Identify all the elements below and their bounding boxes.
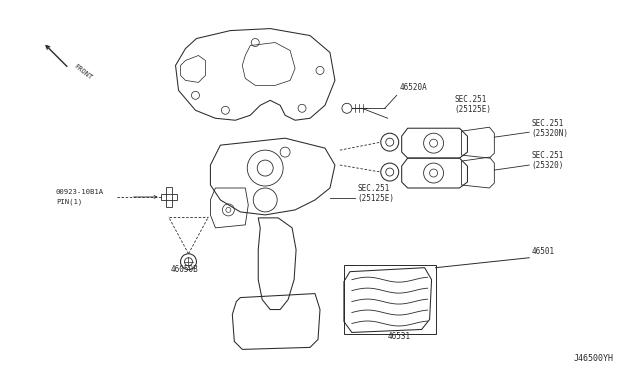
Text: (25125E): (25125E) xyxy=(358,194,395,203)
Text: 46501: 46501 xyxy=(531,247,554,256)
Text: PIN(1): PIN(1) xyxy=(56,198,82,205)
Text: 46520A: 46520A xyxy=(400,83,428,92)
Text: SEC.251: SEC.251 xyxy=(531,119,564,128)
Text: 46050B: 46050B xyxy=(171,264,198,274)
Text: 46531: 46531 xyxy=(388,333,411,341)
Text: SEC.251: SEC.251 xyxy=(531,151,564,160)
Text: (25125E): (25125E) xyxy=(454,105,492,114)
Bar xyxy=(344,265,436,334)
Text: SEC.251: SEC.251 xyxy=(454,95,487,104)
Text: FRONT: FRONT xyxy=(73,64,93,81)
Text: (25320N): (25320N) xyxy=(531,129,568,138)
Text: SEC.251: SEC.251 xyxy=(358,184,390,193)
Text: 00923-10B1A: 00923-10B1A xyxy=(56,189,104,195)
Text: (25320): (25320) xyxy=(531,161,564,170)
Text: J46500YH: J46500YH xyxy=(574,355,614,363)
